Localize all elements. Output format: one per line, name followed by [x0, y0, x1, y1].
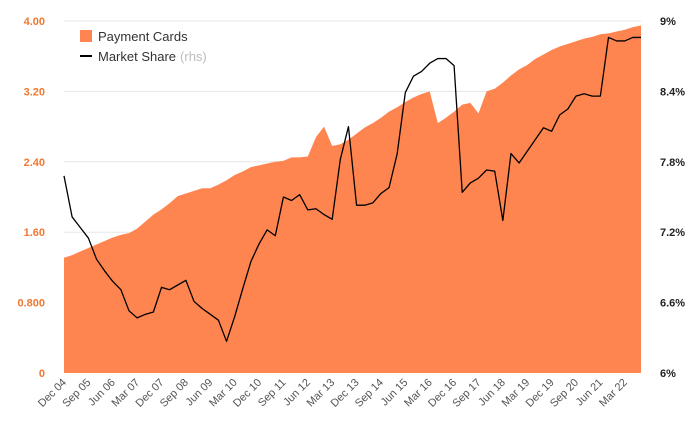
payment-cards-area	[64, 25, 641, 374]
payment-cards-series	[64, 25, 641, 374]
x-axis-tick-label: Sep 11	[256, 377, 289, 410]
left-axis-tick-label: 0	[39, 368, 45, 380]
x-axis-tick-label: Mar 22	[597, 377, 630, 410]
left-axis-tick-label: 0.800	[17, 298, 45, 310]
left-axis-tick-label: 4.00	[24, 16, 45, 28]
right-axis-tick-label: 6%	[660, 368, 676, 380]
legend-label-market-share: Market Share	[98, 48, 177, 64]
left-axis-tick-label: 3.20	[24, 86, 45, 98]
right-axis-tick-label: 7.8%	[660, 157, 685, 169]
right-axis-tick-label: 6.6%	[660, 298, 685, 310]
left-axis-tick-label: 1.60	[24, 227, 45, 239]
right-axis-tick-label: 8.4%	[660, 86, 685, 98]
left-axis-tick-label: 2.40	[24, 157, 45, 169]
legend-label-payment-cards: Payment Cards	[98, 28, 188, 44]
legend: Payment Cards Market Share (rhs)	[80, 26, 207, 66]
market-share-series	[63, 36, 641, 342]
legend-note-rhs: (rhs)	[180, 48, 207, 64]
right-y-axis: 6% 6.6% 7.2% 7.8% 8.4% 9%	[660, 16, 685, 380]
legend-item-payment-cards: Payment Cards	[80, 26, 207, 46]
legend-item-market-share: Market Share (rhs)	[80, 46, 207, 66]
market-share-line	[63, 36, 641, 342]
right-axis-tick-label: 7.2%	[660, 227, 685, 239]
left-y-axis: 0 0.800 1.60 2.40 3.20 4.00	[17, 16, 45, 380]
right-axis-tick-label: 9%	[660, 16, 676, 28]
legend-swatch-line	[80, 55, 92, 57]
legend-swatch-area	[80, 30, 92, 42]
